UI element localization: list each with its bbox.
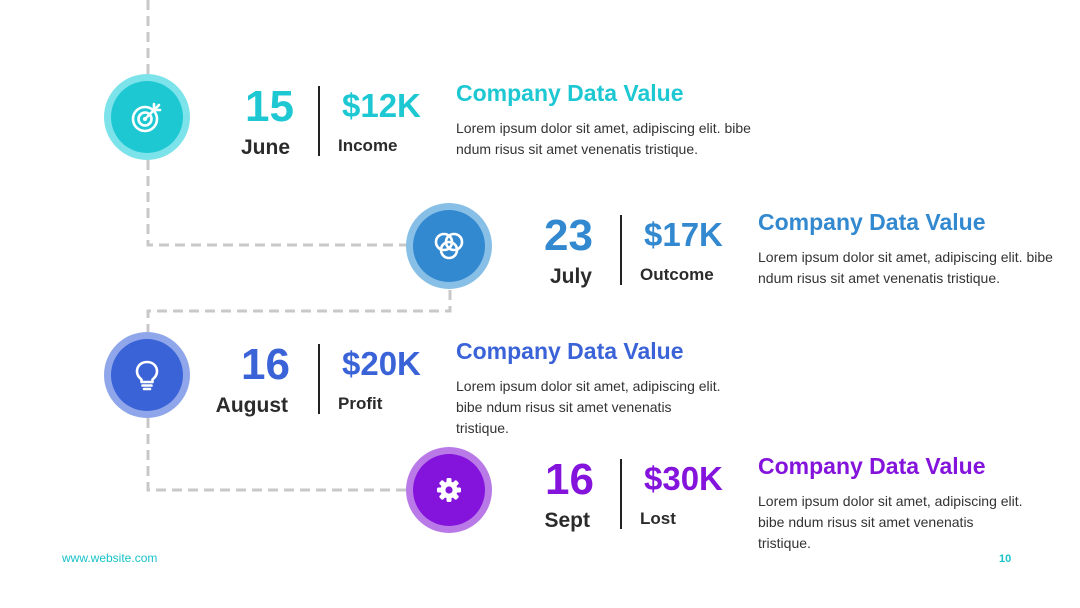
- item-description: Lorem ipsum dolor sit amet, adipiscing e…: [758, 249, 1053, 286]
- website-link[interactable]: www.website.com: [62, 551, 158, 565]
- lightbulb-icon: [135, 360, 159, 391]
- item-description: Lorem ipsum dolor sit amet, adipiscing e…: [456, 120, 751, 157]
- date-month: Sept: [544, 509, 590, 532]
- item-title: Company Data Value: [758, 209, 986, 235]
- divider: [620, 215, 622, 285]
- circle-badge: [406, 447, 492, 533]
- item-title: Company Data Value: [456, 80, 684, 106]
- circle-badge: [406, 203, 492, 289]
- gear-icon: [437, 478, 461, 502]
- timeline-item: 16 August $20K Profit Company Data Value…: [104, 332, 721, 482]
- date-month: August: [215, 394, 288, 417]
- amount-label: Outcome: [640, 265, 714, 284]
- amount-label: Income: [338, 136, 398, 155]
- amount-value: $30K: [644, 460, 723, 497]
- amount-label: Profit: [338, 394, 383, 413]
- date-day: 23: [544, 211, 593, 260]
- circle-badge: [104, 332, 190, 418]
- divider: [318, 344, 320, 414]
- amount-label: Lost: [640, 509, 676, 528]
- circle-badge: [104, 74, 190, 160]
- timeline-item: 23 July $17K Outcome Company Data Value …: [406, 203, 1053, 353]
- page-number: 10: [999, 553, 1012, 565]
- date-day: 16: [545, 455, 594, 504]
- divider: [318, 86, 320, 156]
- target-icon: [131, 102, 162, 133]
- timeline-item: 16 Sept $30K Lost Company Data Value Lor…: [406, 447, 1023, 597]
- amount-value: $20K: [342, 345, 421, 382]
- amount-value: $17K: [644, 216, 723, 253]
- date-month: June: [240, 136, 290, 159]
- item-description: Lorem ipsum dolor sit amet, adipiscing e…: [758, 493, 1023, 551]
- venn-diagram-icon: [434, 232, 464, 260]
- item-title: Company Data Value: [758, 453, 986, 479]
- divider: [620, 459, 622, 529]
- date-day: 15: [245, 82, 294, 131]
- timeline-item: 15 June $12K Income Company Data Value L…: [104, 74, 751, 224]
- amount-value: $12K: [342, 87, 421, 124]
- item-description: Lorem ipsum dolor sit amet, adipiscing e…: [456, 378, 721, 436]
- item-title: Company Data Value: [456, 338, 684, 364]
- date-month: July: [549, 265, 592, 288]
- date-day: 16: [241, 340, 290, 389]
